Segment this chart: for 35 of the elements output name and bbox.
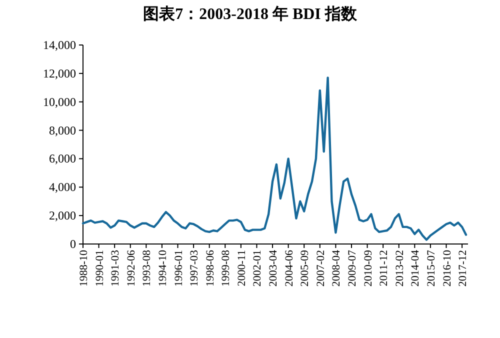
x-tick-label: 1990-01 <box>94 250 106 287</box>
y-tick-label: 4,000 <box>49 180 76 194</box>
x-tick-label: 2005-09 <box>299 250 312 287</box>
x-tick-label: 2009-07 <box>346 250 358 287</box>
x-tick-label: 2000-11 <box>236 250 248 286</box>
x-tick-label: 2007-02 <box>314 250 327 287</box>
y-tick-label: 2,000 <box>49 208 76 223</box>
x-tick-label: 2015-07 <box>425 250 438 287</box>
x-tick-label: 1997-03 <box>188 250 201 287</box>
x-tick-label: 2014-04 <box>410 250 422 287</box>
x-tick-label: 2003-04 <box>268 250 280 287</box>
x-tick-label: 1993-08 <box>141 250 154 287</box>
chart-title: 图表7：2003-2018 年 BDI 指数 <box>143 5 358 23</box>
y-tick-label: 8,000 <box>49 123 76 138</box>
y-tick-label: 12,000 <box>43 66 76 80</box>
x-tick-label: 2010-09 <box>362 250 374 287</box>
x-tick-label: 2017-12 <box>457 250 470 287</box>
x-tick-label: 1996-01 <box>172 250 185 287</box>
x-tick-label: 2016-10 <box>441 250 454 287</box>
x-tick-label: 2004-06 <box>283 250 296 287</box>
y-tick-label: 14,000 <box>43 38 76 52</box>
x-tick-label: 1988-10 <box>78 250 90 287</box>
x-tick-label: 1999-08 <box>220 250 232 287</box>
y-tick-label: 10,000 <box>43 94 76 109</box>
x-tick-label: 2013-02 <box>394 250 406 287</box>
y-tick-label: 6,000 <box>49 152 76 166</box>
line-series <box>82 76 468 241</box>
x-tick-label: 2002-01 <box>252 250 264 287</box>
x-tick-label: 1998-06 <box>204 250 216 287</box>
y-tick-label: 0 <box>70 237 76 251</box>
x-tick-label: 1992-06 <box>125 250 138 287</box>
x-tick-label: 1994-10 <box>156 250 169 287</box>
x-tick-label: 2011-12 <box>378 250 390 286</box>
x-tick-label: 2008-04 <box>330 250 343 287</box>
x-tick-label: 1991-03 <box>110 250 122 287</box>
